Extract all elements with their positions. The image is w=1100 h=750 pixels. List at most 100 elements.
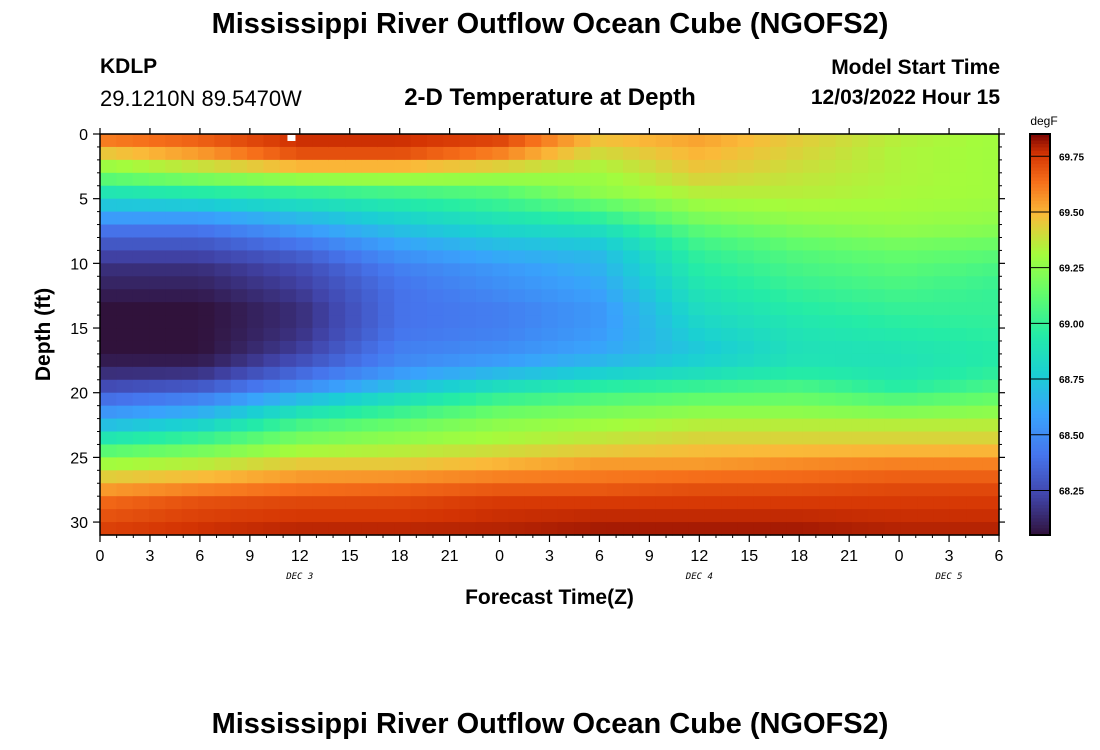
heatmap-cell [116,224,134,239]
heatmap-cell [492,457,510,471]
heatmap-cell [688,237,706,252]
heatmap-cell [149,237,166,252]
heatmap-cell [149,431,166,446]
heatmap-cell [214,457,232,471]
heatmap-cell [900,353,918,368]
heatmap-cell [982,405,1000,420]
heatmap-cell [917,405,935,420]
heatmap-cell [851,289,869,303]
heatmap-cell [541,353,559,368]
heatmap-cell [116,431,134,446]
heatmap-cell [345,276,363,290]
heatmap-cell [361,172,379,187]
heatmap-cell [345,379,363,394]
heatmap-cell [100,198,117,213]
heatmap-cell [982,172,1000,187]
heatmap-cell [247,483,265,497]
heatmap-cell [606,366,624,381]
heatmap-cell [279,224,297,239]
heatmap-cell [443,340,461,355]
colorbar-segment [1030,281,1050,285]
heatmap-cell [149,276,166,290]
heatmap-cell [230,276,248,290]
heatmap-cell [966,431,984,446]
heatmap-cell [100,353,117,368]
heatmap-cell [753,237,771,252]
colorbar-segment [1030,150,1050,155]
heatmap-cell [312,392,330,407]
heatmap-cell [361,302,379,316]
heatmap-cell [394,328,412,342]
heatmap-cell [263,198,281,213]
heatmap-cell [214,134,232,148]
heatmap-cell [345,250,363,264]
heatmap-cell [753,159,771,174]
heatmap-cell [982,134,1000,148]
heatmap-cell [410,211,428,226]
heatmap-cell [753,198,771,213]
heatmap-cell [296,522,314,536]
heatmap-cell [900,379,918,394]
heatmap-cell [116,289,134,303]
heatmap-cell [247,134,265,148]
heatmap-cell [508,340,526,355]
heatmap-cell [524,522,542,536]
heatmap-cell [966,302,984,316]
heatmap-cell [279,405,297,420]
heatmap-cell [982,237,1000,252]
heatmap-cell [426,224,444,239]
heatmap-cell [623,457,640,471]
heatmap-cell [949,328,967,342]
heatmap-cell [394,431,412,446]
heatmap-cell [279,392,297,407]
x-tick-label: 18 [790,548,808,565]
heatmap-cell [377,483,395,497]
heatmap-cell [475,146,493,161]
heatmap-cell [590,289,608,303]
x-tick-label: 0 [96,548,105,565]
heatmap-cell [819,198,837,213]
heatmap-cell [851,470,869,484]
heatmap-cell [917,250,935,264]
y-tick-label: 10 [70,256,88,273]
heatmap-cell [377,185,395,200]
heatmap-cell [949,340,967,355]
x-tick-label: 3 [945,548,954,565]
heatmap-cell [721,198,739,213]
heatmap-cell [345,172,363,187]
heatmap-cell [345,522,363,536]
heatmap-cell [279,211,297,226]
heatmap-cell [263,211,281,226]
heatmap-cell [475,509,493,523]
heatmap-cell [802,457,820,471]
heatmap-cell [819,509,837,523]
colorbar-segment [1030,207,1050,212]
heatmap-cell [753,224,771,239]
heatmap-cell [753,263,771,277]
heatmap-cell [279,276,297,290]
colorbar-segment [1030,314,1050,319]
heatmap-cell [770,418,788,433]
heatmap-cell [214,418,232,433]
heatmap-cell [737,211,755,226]
heatmap-cell [672,263,690,277]
heatmap-cell [312,185,330,200]
heatmap-cell [394,250,412,264]
heatmap-cell [443,172,461,187]
heatmap-cell [541,522,559,536]
heatmap-cell [851,444,869,458]
heatmap-cell [394,496,412,510]
heatmap-cell [149,353,166,368]
heatmap-cell [672,328,690,342]
colorbar-segment [1030,391,1050,396]
heatmap-cell [835,172,853,187]
heatmap-cell [475,159,493,174]
heatmap-cell [492,444,510,458]
heatmap-cell [704,353,722,368]
heatmap-cell [704,457,722,471]
heatmap-cell [851,379,869,394]
heatmap-cell [247,159,265,174]
colorbar-tick-label: 69.00 [1059,319,1084,330]
heatmap-cell [492,185,510,200]
heatmap-cell [786,134,804,148]
